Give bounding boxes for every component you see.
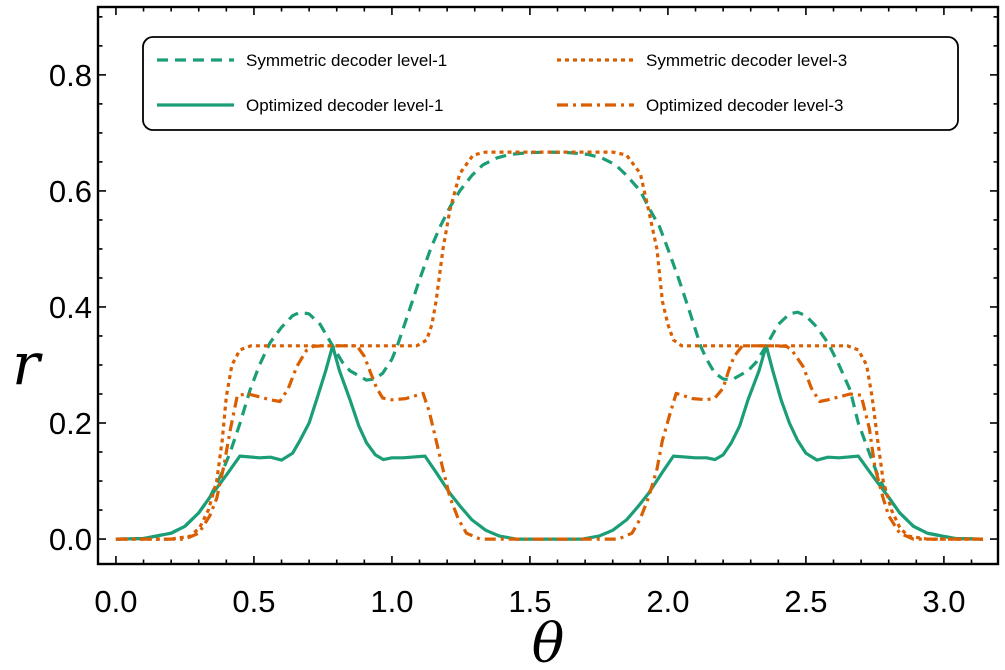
x-axis-title: θ	[532, 612, 565, 670]
x-tick-label: 0.5	[232, 584, 275, 619]
frame-rect	[96, 5, 1000, 566]
legend-label: Optimized decoder level-3	[646, 96, 843, 115]
series-line-1	[115, 150, 984, 541]
legend-box	[142, 36, 959, 131]
series-line-2	[115, 344, 984, 541]
curves	[115, 150, 984, 541]
y-tick-label: 0.0	[49, 522, 92, 557]
x-tick-label: 1.0	[370, 584, 413, 619]
ticks: 0.0 0.5 1.0 1.5 2.0 2.5 3.0 0.0 0.2 0.4 0.6 0.8	[49, 7, 998, 619]
plot-frame	[96, 5, 1000, 566]
y-tick-label: 0.8	[49, 58, 92, 93]
y-axis-title: r	[12, 330, 43, 398]
legend-label: Symmetric decoder level-1	[246, 51, 447, 70]
x-tick-label: 3.0	[922, 584, 965, 619]
y-tick-label: 0.2	[49, 406, 92, 441]
x-tick-label: 1.5	[508, 584, 551, 619]
legend-label: Optimized decoder level-1	[246, 96, 443, 115]
series-line-4	[115, 344, 983, 541]
x-tick-label: 2.5	[784, 584, 827, 619]
legend: Symmetric decoder level-1 Symmetric decod…	[142, 36, 959, 131]
x-tick-label: 2.0	[646, 584, 689, 619]
x-tick-label: 0.0	[94, 584, 137, 619]
y-tick-label: 0.6	[49, 174, 92, 209]
legend-label: Symmetric decoder level-3	[646, 51, 847, 70]
series-line-3	[115, 150, 983, 541]
y-tick-label: 0.4	[49, 290, 92, 325]
